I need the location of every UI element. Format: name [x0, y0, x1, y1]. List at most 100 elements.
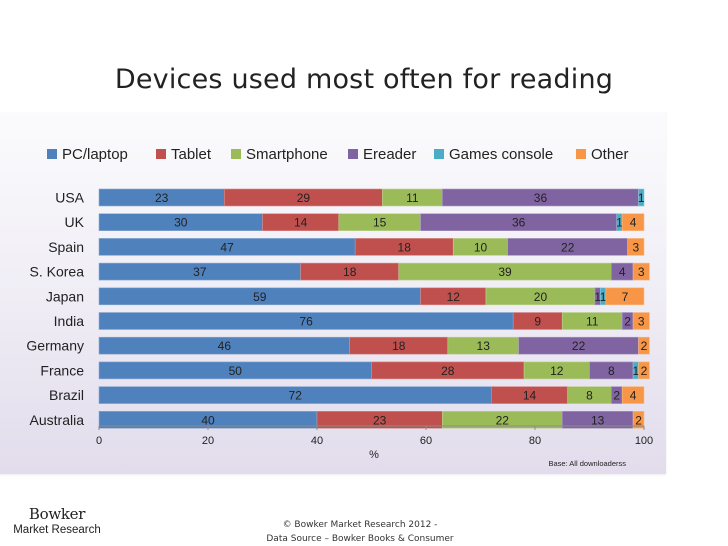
data-label-5-2: 11: [586, 315, 599, 329]
bar-6-5: [638, 336, 650, 355]
data-label-5-5: 3: [638, 315, 645, 329]
data-label-3-1: 18: [343, 265, 357, 279]
data-label-6-2: 13: [477, 339, 491, 353]
legend-label-3: Ereader: [363, 146, 416, 163]
data-label-3-5: 3: [638, 265, 645, 279]
data-label-5-3: 2: [624, 315, 631, 329]
data-label-0-1: 29: [297, 191, 311, 205]
legend-label-1: Tablet: [171, 146, 212, 163]
legend-label-2: Smartphone: [246, 146, 328, 163]
legend-swatch-3: [348, 149, 358, 159]
bar-1-5: [621, 213, 645, 231]
bar-8-5: [621, 386, 645, 404]
data-label-1-4: 1: [616, 216, 623, 230]
bar-0-4: [638, 188, 645, 207]
x-tick-label-2: 40: [311, 435, 323, 447]
category-label-7: France: [40, 362, 84, 378]
data-label-4-2: 20: [534, 290, 548, 304]
category-label-3: S. Korea: [30, 264, 85, 280]
data-label-9-3: 13: [591, 413, 605, 427]
legend-swatch-0: [47, 149, 57, 159]
data-label-9-0: 40: [201, 413, 215, 427]
legend-label-4: Games console: [449, 146, 553, 163]
data-label-9-2: 22: [496, 413, 510, 427]
data-label-5-0: 76: [299, 315, 313, 329]
bar-2-5: [627, 238, 645, 256]
data-label-0-4: 1: [638, 191, 645, 205]
bar-3-5: [632, 262, 650, 281]
copyright-line: © Bowker Market Research 2012 -: [282, 520, 438, 530]
data-label-6-3: 22: [572, 339, 586, 353]
data-label-2-0: 47: [220, 240, 234, 254]
copyright-footer: © Bowker Market Research 2012 - Data Sou…: [250, 518, 470, 546]
bar-9-5: [632, 410, 645, 429]
data-label-6-1: 18: [392, 339, 406, 353]
data-label-0-2: 11: [406, 191, 419, 205]
data-label-2-3: 22: [561, 240, 575, 254]
data-label-9-5: 2: [635, 413, 642, 427]
data-label-8-5: 4: [630, 389, 637, 403]
data-label-3-2: 39: [498, 265, 512, 279]
data-label-7-1: 28: [441, 364, 455, 378]
data-label-6-0: 46: [218, 339, 232, 353]
category-label-0: USA: [55, 190, 84, 206]
data-label-7-4: 1: [632, 364, 639, 378]
data-label-2-1: 18: [398, 240, 412, 254]
logo-subtitle: Market Research: [13, 524, 101, 536]
data-label-0-0: 23: [155, 191, 169, 205]
data-label-4-3: 1: [594, 290, 601, 304]
data-label-8-2: 8: [586, 389, 593, 403]
data-label-4-4: 1: [600, 290, 607, 304]
data-label-7-3: 8: [608, 364, 615, 378]
legend-label-5: Other: [591, 146, 629, 163]
bar-5-5: [632, 312, 650, 330]
data-label-8-1: 14: [523, 389, 537, 403]
data-label-7-0: 50: [229, 364, 243, 378]
category-label-2: Spain: [48, 239, 84, 255]
bowker-logo: Bowker Market Research: [12, 505, 102, 536]
data-label-4-1: 12: [447, 290, 461, 304]
data-label-0-3: 36: [534, 191, 548, 205]
data-label-4-5: 7: [622, 290, 629, 304]
data-label-1-1: 14: [294, 216, 308, 230]
data-label-9-1: 23: [373, 413, 387, 427]
data-label-1-3: 36: [512, 216, 526, 230]
stacked-bar-chart: PC/laptop Tablet Smartphone Ereader Games co…: [26, 146, 653, 468]
category-label-5: India: [54, 313, 85, 329]
data-label-1-2: 15: [373, 216, 387, 230]
data-label-1-5: 4: [630, 216, 637, 230]
bar-7-5: [638, 361, 650, 380]
legend-swatch-1: [156, 149, 166, 159]
x-axis-label: %: [369, 449, 379, 461]
x-tick-label-4: 80: [529, 435, 541, 447]
data-label-4-0: 59: [253, 290, 267, 304]
legend-swatch-5: [576, 149, 586, 159]
data-label-2-5: 3: [632, 240, 639, 254]
data-label-5-1: 9: [534, 315, 541, 329]
data-label-3-0: 37: [193, 265, 207, 279]
category-label-4: Japan: [46, 288, 84, 304]
x-tick-label-0: 0: [96, 435, 102, 447]
category-label-8: Brazil: [49, 387, 84, 403]
legend-swatch-4: [434, 149, 444, 159]
data-label-1-0: 30: [174, 216, 188, 230]
x-tick-label-1: 20: [202, 435, 214, 447]
data-label-8-3: 2: [613, 389, 620, 403]
bar-4-5: [605, 287, 645, 306]
data-label-8-0: 72: [289, 389, 303, 403]
data-label-7-5: 2: [641, 364, 648, 378]
logo-name: Bowker: [28, 505, 86, 523]
chart-title: Devices used most often for reading: [114, 64, 614, 95]
data-source-line: Data Source – Bowker Books & Consumer: [266, 534, 454, 544]
data-label-7-2: 12: [550, 364, 564, 378]
legend-label-0: PC/laptop: [62, 146, 128, 163]
category-label-6: Germany: [26, 338, 84, 354]
data-label-2-2: 10: [474, 240, 488, 254]
x-tick-label-5: 100: [635, 435, 653, 447]
data-label-3-3: 4: [619, 265, 626, 279]
x-tick-label-3: 60: [420, 435, 432, 447]
legend-swatch-2: [231, 149, 241, 159]
data-label-6-5: 2: [641, 339, 648, 353]
category-label-1: UK: [65, 214, 85, 230]
base-note: Base: All downloaderss: [548, 459, 626, 468]
